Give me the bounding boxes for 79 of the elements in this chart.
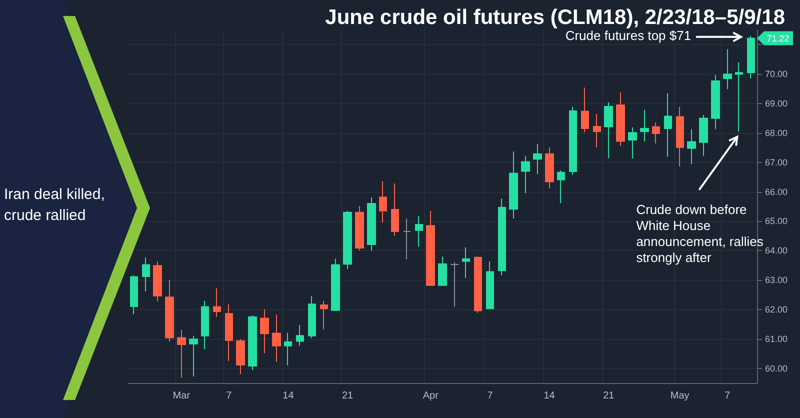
candlestick	[699, 114, 708, 156]
y-tick-label: 60.00	[765, 363, 788, 374]
x-tick-label: Apr	[422, 390, 440, 402]
candlestick	[521, 155, 530, 194]
candlestick	[177, 330, 186, 378]
chart-title: June crude oil futures (CLM18), 2/23/18–5/9/18	[325, 6, 786, 29]
candlestick	[213, 288, 221, 318]
candlestick	[130, 274, 138, 315]
candlestick	[509, 150, 518, 220]
x-tick-label: 21	[603, 390, 615, 402]
candlestick	[593, 114, 601, 148]
candlestick	[320, 300, 328, 330]
candlestick	[687, 128, 696, 165]
x-tick-label: 14	[544, 390, 556, 402]
y-tick-label: 67.00	[765, 157, 788, 168]
candlestick	[201, 300, 209, 350]
candlestick	[604, 102, 613, 159]
candlestick	[581, 87, 589, 133]
x-tick-label: 21	[342, 390, 354, 402]
candlestick	[284, 332, 292, 366]
annotation: Crude down before White House announcement, rallies strongly after	[636, 202, 764, 266]
y-tick-label: 69.00	[765, 98, 788, 109]
y-tick-label: 68.00	[765, 128, 788, 138]
candlestick	[545, 146, 554, 190]
y-tick-label: 61.00	[765, 334, 788, 344]
candlestick	[415, 215, 423, 248]
candlestick	[723, 48, 732, 90]
annotation: Crude futures top $71	[565, 28, 692, 44]
candlestick	[438, 256, 447, 286]
candlestick	[331, 258, 340, 312]
candlestick	[664, 92, 672, 158]
x-tick-label: May	[670, 390, 690, 402]
candlestick	[474, 256, 482, 314]
candlestick	[426, 210, 435, 286]
candlestick	[486, 261, 494, 310]
candlestick	[236, 338, 245, 375]
candlestick	[308, 295, 316, 339]
candlestick	[355, 205, 364, 251]
candlestick	[569, 106, 577, 176]
candlestick	[153, 261, 162, 302]
candlestick	[640, 109, 649, 142]
candlestick	[391, 183, 399, 236]
candlestick	[462, 246, 470, 278]
candlestick	[652, 122, 660, 144]
text: 71.22	[766, 34, 790, 44]
text: Iran deal killed, crude rallied	[4, 185, 106, 226]
candlestick	[260, 308, 269, 354]
y-tick-label: 65.00	[765, 216, 788, 226]
candlestick	[616, 92, 625, 146]
candlestick	[343, 210, 352, 270]
candlestick	[498, 198, 506, 276]
candlestick	[711, 74, 720, 130]
candlestick	[628, 126, 637, 160]
candlestick	[450, 262, 459, 308]
candlestick	[533, 143, 542, 175]
candlestick	[296, 324, 304, 346]
x-tick-label: 7	[487, 390, 494, 402]
candlestick	[225, 304, 233, 362]
x-tick-label: 7	[226, 390, 232, 402]
candlestick	[735, 62, 743, 132]
candlestick	[248, 314, 257, 371]
candlestick	[676, 106, 684, 167]
y-tick-label: 63.00	[765, 275, 788, 286]
candlestick	[367, 196, 376, 252]
candlestick	[165, 280, 174, 342]
y-tick-label: 66.00	[765, 186, 788, 197]
y-tick-label: 64.00	[765, 246, 788, 256]
candlestick	[747, 35, 755, 80]
candlestick	[272, 314, 281, 362]
x-tick-label: 7	[724, 390, 731, 402]
x-tick-label: Mar	[172, 390, 191, 402]
candlestick	[557, 170, 565, 204]
y-tick-label: 62.00	[765, 304, 788, 314]
candlestick	[189, 335, 198, 378]
x-tick-label: 14	[282, 390, 294, 402]
candlestick	[403, 218, 411, 260]
candlestick	[379, 180, 387, 224]
y-tick-label: 70.00	[765, 69, 788, 80]
candlestick	[142, 256, 150, 292]
